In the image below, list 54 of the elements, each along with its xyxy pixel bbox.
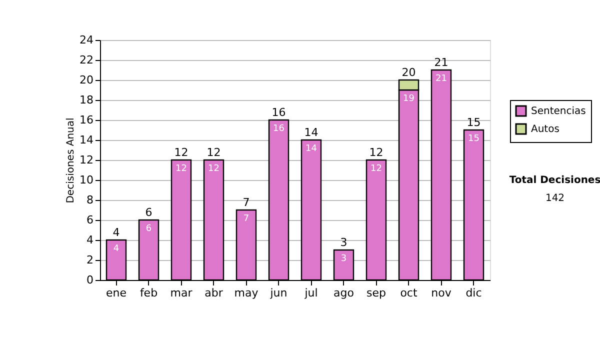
data-label: 3	[340, 254, 347, 264]
x-tick-label: oct	[400, 286, 418, 300]
y-tick-label: 24	[80, 34, 94, 46]
total-label: 7	[242, 196, 250, 209]
y-tick-label: 22	[80, 54, 94, 66]
total-label: 15	[466, 116, 481, 129]
x-tick-label: dic	[466, 286, 482, 300]
y-axis-title: Decisiones Anual	[66, 118, 77, 204]
legend-label: Sentencias	[531, 106, 586, 117]
y-tick-label: 2	[86, 254, 94, 266]
total-label: 20	[402, 66, 416, 79]
x-tick-label: feb	[140, 286, 158, 300]
x-tick-label: ene	[106, 286, 127, 300]
y-tick-label: 8	[86, 194, 94, 206]
data-label: 4	[113, 244, 120, 254]
total-label: 14	[304, 126, 318, 139]
x-tick-label: jun	[269, 286, 288, 300]
data-label: 15	[468, 134, 480, 144]
x-tick-label: nov	[431, 286, 452, 300]
total-label: 16	[272, 106, 286, 119]
y-tick-label: 16	[80, 114, 94, 126]
x-tick-label: mar	[170, 286, 193, 300]
data-label: 19	[403, 94, 415, 104]
text: 142	[545, 193, 565, 204]
y-tick-label: 4	[86, 234, 94, 246]
data-label: 7	[243, 214, 250, 224]
total-label: 21	[434, 56, 448, 69]
x-tick-label: sep	[366, 286, 386, 300]
total-label: 12	[369, 146, 384, 159]
x-tick-label: jul	[304, 286, 318, 300]
data-label: 16	[273, 124, 285, 134]
data-label: 14	[306, 144, 318, 154]
total-label: 12	[174, 146, 188, 159]
y-tick-label: 10	[80, 174, 94, 186]
y-tick-label: 0	[86, 274, 94, 286]
y-tick-label: 12	[80, 154, 94, 166]
total-label: 3	[340, 236, 348, 249]
data-label: 21	[436, 74, 447, 84]
x-tick-label: abr	[204, 286, 224, 300]
legend-label: Autos	[531, 124, 560, 135]
y-tick-label: 14	[80, 134, 94, 146]
data-label: 6	[146, 224, 152, 234]
data-label: 12	[208, 164, 220, 174]
text: Total Decisiones	[509, 175, 600, 186]
total-label: 4	[112, 226, 120, 239]
y-tick-label: 18	[80, 94, 94, 106]
data-label: 12	[176, 164, 187, 174]
x-tick-label: ago	[334, 286, 354, 300]
y-tick-label: 20	[80, 74, 94, 86]
y-tick-label: 6	[86, 214, 94, 226]
data-label: 12	[370, 164, 382, 174]
total-label: 6	[145, 206, 152, 219]
total-label: 12	[206, 146, 221, 159]
x-tick-label: may	[234, 286, 259, 300]
